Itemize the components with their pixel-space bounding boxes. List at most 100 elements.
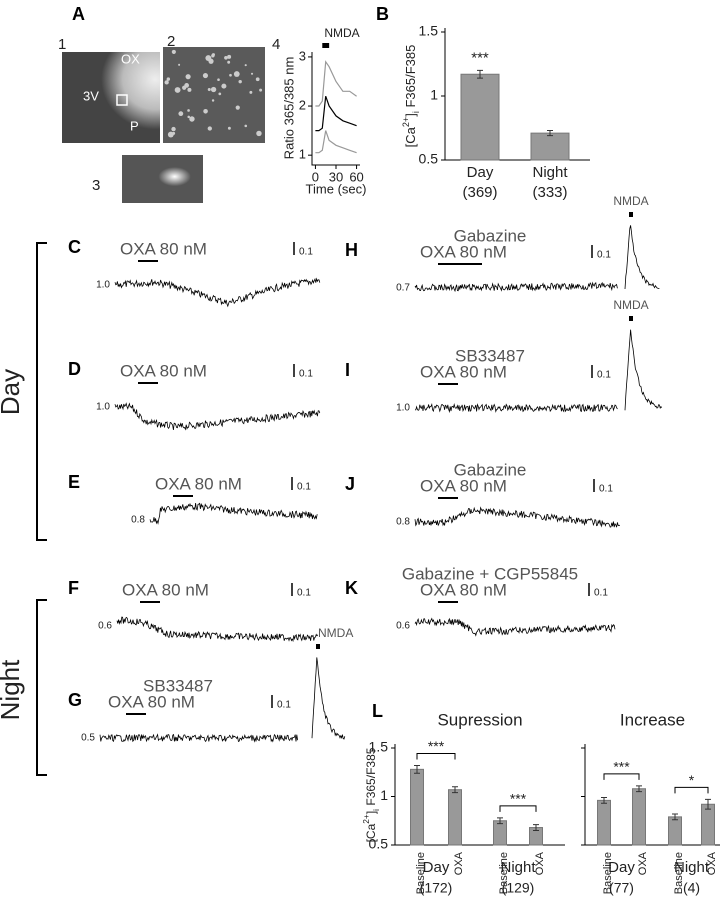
image-label: P	[130, 118, 139, 133]
panel-label: C	[68, 237, 81, 257]
bar	[448, 789, 462, 846]
error-bar	[705, 798, 711, 810]
comparison-bracket	[674, 786, 709, 794]
baseline-label: 0.6	[396, 621, 410, 632]
stimulus-label: OXA 80 nM	[420, 242, 507, 261]
scale-label: 0.1	[299, 247, 313, 258]
baseline-label: 0.5	[81, 733, 95, 744]
y-tick-label: 1	[430, 87, 438, 103]
cell-dot	[174, 87, 181, 93]
stimulus-bar	[629, 316, 633, 321]
stimulus-label: OXA 80 nM	[420, 476, 507, 495]
stimulus-label: OXA 80 nM	[420, 362, 507, 381]
cell-dot	[166, 77, 171, 81]
cell-dot	[218, 92, 222, 96]
trace	[116, 616, 319, 643]
x-tick-label: OXA	[706, 851, 718, 875]
x-tick-label: 30	[329, 169, 343, 184]
significance: ***	[471, 49, 489, 66]
baseline-label: 0.6	[98, 621, 112, 632]
group-n: (77)	[609, 880, 634, 896]
image-label: 3V	[83, 88, 99, 103]
sub-label: 2	[167, 33, 175, 50]
bar	[701, 803, 715, 846]
line	[315, 130, 357, 154]
x-tick-label: 60	[349, 169, 363, 184]
y-axis-label: [Ca2+]i F365/F385	[401, 45, 421, 148]
category-note: (333)	[532, 184, 567, 201]
significance: ***	[428, 738, 445, 754]
x-tick-label: OXA	[534, 851, 546, 875]
scale-label: 0.1	[297, 482, 311, 493]
cell-dot	[185, 74, 191, 80]
panel-label: H	[345, 240, 358, 260]
label-part: [Ca	[364, 823, 378, 842]
scale-label: 0.1	[599, 484, 613, 495]
label-part: i	[371, 809, 381, 811]
drug-label: SB33487	[455, 346, 525, 365]
cell-dot	[208, 58, 214, 64]
scale-label: 0.1	[597, 370, 611, 381]
stimulus-label: OXA 80 nM	[120, 239, 207, 258]
baseline-label: 0.8	[396, 517, 410, 528]
significance: ***	[613, 759, 630, 775]
scale-label: 0.1	[277, 700, 291, 711]
image	[122, 155, 203, 203]
x-tick-label: Baseline	[415, 852, 427, 894]
x-tick-label: OXA	[637, 851, 649, 875]
scale-label: 0.1	[299, 369, 313, 380]
cell-dot	[244, 64, 247, 67]
y-tick-label: 1	[380, 787, 388, 803]
sub-label: 3	[92, 177, 100, 194]
stimulus-label: OXA 80 nM	[122, 580, 209, 599]
label-part: i	[411, 111, 421, 113]
y-tick-label: 2	[299, 97, 306, 112]
panel-label: B	[376, 4, 389, 24]
x-tick-label: Baseline	[498, 852, 510, 894]
side-label: Night	[0, 659, 25, 720]
cell-dot	[256, 130, 262, 137]
baseline-label: 1.0	[96, 402, 110, 413]
y-tick-label: 1.5	[419, 23, 439, 39]
cell-dot	[203, 108, 208, 114]
label-part: ]	[403, 113, 418, 117]
x-tick-label: Baseline	[602, 852, 614, 894]
significance: ***	[510, 791, 527, 807]
cell-dot	[164, 80, 169, 85]
bracket	[36, 599, 47, 776]
y-axis-label: [Ca2+]i F365/F385	[361, 747, 381, 842]
group-n: (4)	[683, 880, 700, 896]
error-bar	[547, 130, 553, 137]
error-bar	[601, 796, 607, 804]
x-tick-label: Day	[467, 164, 494, 181]
error-bar	[452, 786, 458, 794]
drug-label: Gabazine	[454, 460, 527, 479]
bar	[597, 799, 611, 846]
group-label: Night	[674, 859, 710, 876]
panel-label: D	[68, 359, 81, 379]
cell-dot	[233, 71, 240, 77]
x-tick-label: OXA	[453, 851, 465, 875]
cell-dot	[171, 49, 176, 54]
y-tick-label: 0.5	[419, 151, 439, 167]
cell-dot	[250, 72, 254, 75]
cell-dot	[211, 54, 215, 58]
baseline-label: 1.0	[396, 403, 410, 414]
side-label: Day	[0, 369, 25, 415]
cell-dot	[221, 83, 227, 89]
panel-label: G	[68, 690, 82, 710]
stimulus-bar	[629, 212, 633, 217]
y-tick-label: 0.5	[369, 836, 389, 852]
line	[315, 60, 357, 107]
stimulus-bar	[316, 644, 320, 649]
cell-dot	[255, 77, 260, 82]
x-axis-label: Time (sec)	[306, 181, 367, 196]
cell-dot	[189, 116, 195, 122]
error-bar	[672, 813, 678, 821]
cell-dot	[244, 124, 248, 128]
bar	[410, 768, 424, 846]
cell-dot	[187, 87, 192, 92]
bracket	[36, 242, 47, 541]
y-tick-label: 1	[299, 147, 306, 162]
cell-dot	[178, 63, 181, 66]
